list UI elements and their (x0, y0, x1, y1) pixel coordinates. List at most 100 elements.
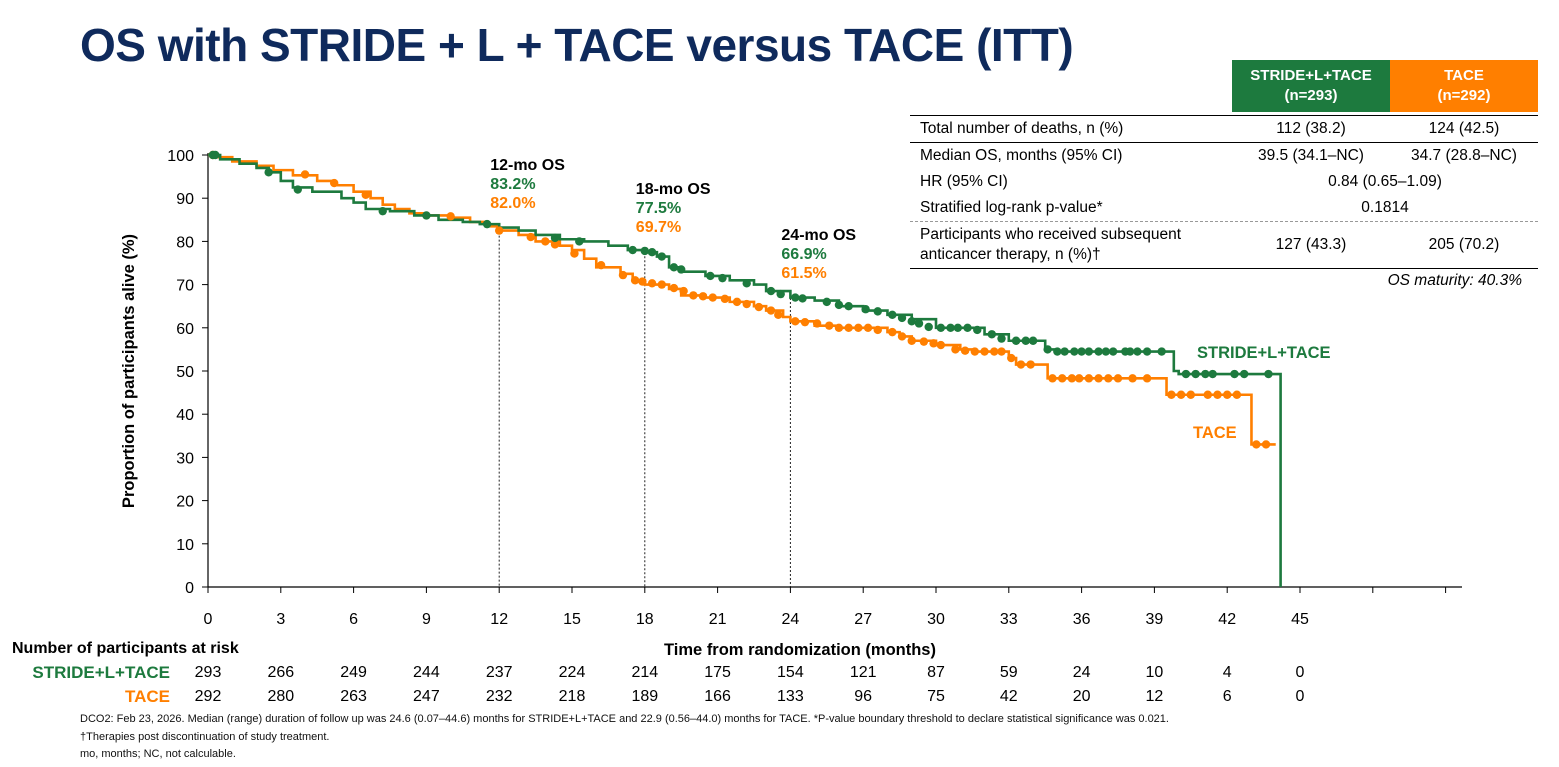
censor-mark-stride (677, 265, 686, 274)
censor-mark-tace (951, 345, 960, 354)
header-stride-name: STRIDE+L+TACE (1250, 67, 1372, 84)
y-tick-label: 20 (176, 494, 194, 511)
censor-mark-stride (1230, 369, 1239, 379)
censor-mark-stride (1264, 369, 1273, 379)
censor-mark-stride (718, 273, 727, 283)
row-label-line2: anticancer therapy, n (%)† (920, 246, 1101, 263)
x-tick-label: 9 (422, 611, 431, 628)
series-label-stride: STRIDE+L+TACE (1197, 344, 1331, 362)
censor-mark-stride (1060, 347, 1069, 356)
censor-mark-tace (997, 347, 1006, 356)
censor-mark-stride (1011, 336, 1021, 345)
stats-row-hr: HR (95% CI) 0.84 (0.65–1.09) (910, 169, 1538, 195)
censor-mark-tace (1084, 374, 1094, 383)
censor-mark-stride (575, 237, 584, 246)
censor-mark-tace (300, 170, 310, 179)
censor-mark-stride (907, 317, 916, 326)
censor-mark-stride (1142, 347, 1152, 356)
risk-cell: 280 (267, 688, 295, 705)
censor-mark-tace (679, 286, 688, 296)
risk-cell: 154 (777, 664, 804, 681)
censor-mark-tace (897, 332, 907, 341)
censor-mark-tace (1048, 374, 1057, 383)
row-value-tace: 205 (70.2) (1428, 236, 1500, 253)
risk-cell: 214 (631, 664, 659, 681)
row-label: HR (95% CI) (920, 173, 1008, 190)
censor-mark-stride (640, 246, 649, 256)
chart-labels: STRIDE+L+TACE TACE (1193, 344, 1331, 442)
x-tick-label: 30 (927, 611, 945, 628)
risk-row-label: TACE (124, 687, 170, 706)
censor-mark-tace (1067, 374, 1077, 383)
risk-cell: 12 (1145, 688, 1164, 705)
censor-mark-tace (541, 237, 550, 246)
censor-mark-stride (798, 294, 807, 303)
censor-mark-stride (378, 206, 387, 216)
stats-row-deaths: Total number of deaths, n (%) 112 (38.2)… (910, 115, 1538, 143)
censor-mark-tace (812, 319, 822, 328)
censor-mark-tace (834, 323, 844, 332)
table-header-tace: TACE (n=292) (1390, 60, 1538, 112)
censor-mark-tace (618, 270, 628, 280)
censor-mark-stride (997, 334, 1006, 343)
censor-mark-stride (861, 305, 870, 314)
censor-mark-tace (1186, 390, 1196, 399)
risk-cell: 263 (340, 688, 367, 705)
censor-mark-tace (329, 178, 339, 188)
x-tick-label: 45 (1291, 611, 1309, 628)
censor-mark-stride (1191, 369, 1200, 379)
censor-mark-tace (825, 321, 834, 330)
row-label: Stratified log-rank p-value* (920, 199, 1103, 216)
censor-mark-stride (1070, 347, 1079, 356)
censor-mark-tace (742, 299, 751, 309)
risk-cell: 20 (1072, 688, 1091, 705)
censor-mark-tace (873, 325, 882, 335)
censor-mark-stride (924, 322, 933, 332)
censor-mark-tace (630, 276, 640, 285)
x-tick-label: 3 (276, 611, 285, 628)
censor-mark-stride (953, 323, 963, 332)
censor-mark-tace (863, 323, 873, 332)
y-axis-label: Proportion of participants alive (%) (120, 234, 138, 508)
series-label-tace: TACE (1193, 424, 1237, 442)
censor-mark-tace (698, 292, 708, 301)
header-tace-n: (n=292) (1437, 87, 1491, 104)
censor-mark-stride (1157, 347, 1166, 356)
risk-cell: 75 (927, 688, 945, 705)
x-tick-label: 27 (854, 611, 872, 628)
censor-mark-tace (1142, 374, 1152, 383)
censor-mark-tace (1113, 374, 1123, 383)
risk-cell: 166 (704, 688, 731, 705)
risk-cell: 0 (1295, 664, 1305, 681)
risk-cell: 232 (485, 688, 513, 705)
x-axis-label: Time from randomization (months) (664, 641, 936, 659)
censor-mark-stride (1181, 369, 1191, 379)
x-tick-label: 24 (782, 611, 800, 628)
risk-cell: 247 (413, 688, 440, 705)
censor-mark-tace (1026, 360, 1035, 369)
censor-mark-tace (1016, 360, 1026, 369)
censor-mark-stride (742, 279, 751, 288)
landmark-value-tace: 82.0% (490, 195, 535, 212)
km-curve-tace (208, 153, 1276, 446)
censor-mark-tace (800, 317, 810, 327)
censor-mark-tace (854, 323, 863, 332)
censor-mark-tace (669, 283, 679, 293)
x-tick-label: 39 (1146, 611, 1164, 628)
risk-cell: 237 (485, 664, 513, 681)
x-tick-label: 33 (1000, 611, 1018, 628)
header-stride-n: (n=293) (1284, 87, 1338, 104)
censor-mark-tace (1203, 390, 1212, 399)
censor-mark-tace (960, 346, 970, 355)
y-tick-label: 0 (185, 580, 194, 597)
censor-mark-tace (1176, 390, 1186, 399)
censor-mark-stride (844, 302, 853, 311)
landmark-header: 24-mo OS (781, 227, 856, 244)
risk-cell: 249 (340, 664, 367, 681)
censor-mark-tace (720, 294, 730, 304)
censor-mark-stride (791, 293, 800, 302)
risk-cell: 10 (1145, 664, 1164, 681)
row-value-stride: 39.5 (34.1–NC) (1258, 147, 1364, 164)
censor-mark-tace (1074, 374, 1084, 383)
censor-mark-tace (990, 347, 999, 356)
